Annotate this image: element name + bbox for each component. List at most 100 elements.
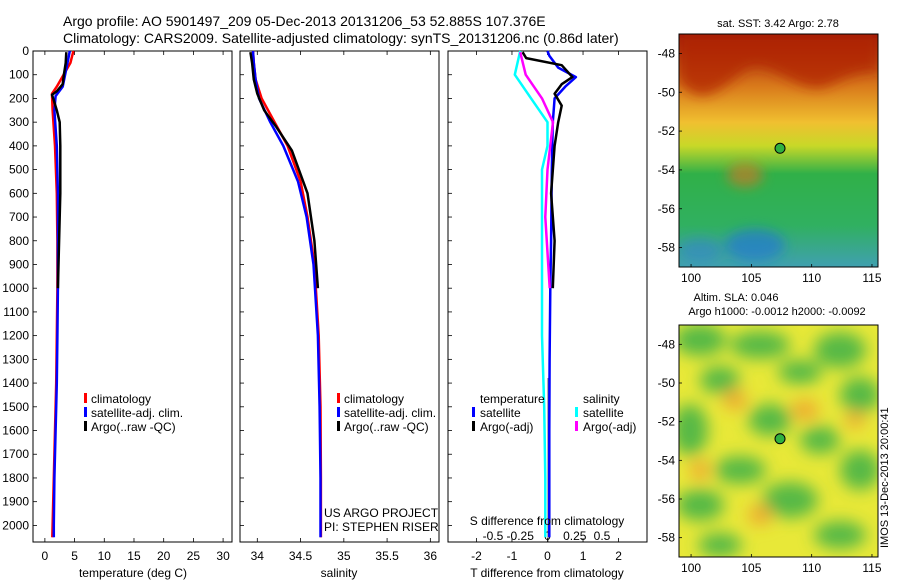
project-label: US ARGO PROJECT xyxy=(324,506,439,520)
s-tick-label: -0.25 xyxy=(507,529,535,543)
depth-tick-label: 1400 xyxy=(2,376,29,390)
difference-legend: temperature salinity satellite Argo(-adj… xyxy=(472,392,636,434)
salinity-panel: 34 34.5 35 35.5 36 salinity climatology sate… xyxy=(239,50,440,580)
legend-label-climatology: climatology xyxy=(344,392,404,406)
lat-tick-label: -58 xyxy=(658,241,676,255)
salinity-axis: 34 34.5 35 35.5 36 xyxy=(251,51,438,563)
sla-field-patch xyxy=(778,360,822,384)
x-tick-label: 35.5 xyxy=(375,549,399,563)
series-line-s-argo xyxy=(518,51,555,289)
series-line-s-satellite xyxy=(513,50,549,538)
sla-field-patch xyxy=(679,404,708,456)
sla-field-patch xyxy=(840,377,878,413)
sla-field-patch xyxy=(730,331,790,359)
depth-tick-label: 700 xyxy=(9,210,29,224)
series-line-t-satellite xyxy=(546,50,578,538)
sla-field-patch xyxy=(700,366,740,394)
s-tick-label: -0.5 xyxy=(483,529,504,543)
x-tick-label: 2 xyxy=(615,549,622,563)
lon-tick-label: 110 xyxy=(802,561,821,575)
depth-tick-label: 600 xyxy=(9,186,29,200)
depth-axis: 0 100 200 300 400 500 600 700 800 900 1000 1100 1200… xyxy=(2,44,37,532)
x-tick-label: 15 xyxy=(127,549,141,563)
depth-tick-label: 1000 xyxy=(2,281,29,295)
temperature-axis: 0 5 10 15 20 25 30 xyxy=(42,51,230,563)
sst-map-axes: 100 105 110 115 -48 -50 -52 -54 -56 -58 xyxy=(658,46,882,285)
legend-title-temperature: temperature xyxy=(480,392,545,406)
depth-tick-label: 200 xyxy=(9,91,29,105)
depth-axis xyxy=(240,50,244,526)
legend-label-t-satellite: satellite xyxy=(480,406,521,420)
depth-tick-label: 1100 xyxy=(3,305,29,319)
x-tick-label: 30 xyxy=(216,549,230,563)
s-tick-label: 0 xyxy=(544,529,551,543)
lat-tick-label: -52 xyxy=(658,415,676,429)
sla-field-patch xyxy=(679,489,724,521)
legend-label-s-argo: Argo(-adj) xyxy=(583,420,636,434)
legend-swatch-argo xyxy=(337,421,340,431)
temperature-panel: 0100200300400500600700800900100011001200… xyxy=(2,44,233,580)
sst-map-title: sat. SST: 3.42 Argo: 2.78 xyxy=(717,18,839,30)
sla-field-patch xyxy=(845,412,865,428)
argo-location-marker xyxy=(774,142,786,154)
salinity-legend: climatology satellite-adj. clim. Argo(..… xyxy=(337,392,436,434)
x-tick-label: -1 xyxy=(507,549,518,563)
sst-map-frame xyxy=(678,33,879,268)
sla-field-patch xyxy=(840,450,878,490)
series-line-t-argo xyxy=(521,51,574,289)
temperature-lines xyxy=(50,50,75,538)
lon-tick-label: 115 xyxy=(862,271,881,285)
sla-field-patch xyxy=(791,400,819,420)
sla-field-patch xyxy=(814,521,866,549)
sla-map-axes: 100 105 110 115 -48 -50 -52 -54 -56 -58 xyxy=(658,337,882,575)
lat-tick-label: -56 xyxy=(658,202,676,216)
series-line-argo xyxy=(50,52,68,289)
sla-field-patch xyxy=(698,533,742,557)
x-tick-label: 10 xyxy=(98,549,112,563)
lon-tick-label: 100 xyxy=(681,271,701,285)
depth-axis xyxy=(448,50,452,526)
sla-field-patch xyxy=(723,390,747,410)
x-tick-label: 34.5 xyxy=(289,549,313,563)
header-line-2: Climatology: CARS2009. Satellite-adjuste… xyxy=(63,30,619,46)
header-line-1: Argo profile: AO 5901497_209 05-Dec-2013… xyxy=(63,13,546,29)
legend-label-satellite: satellite-adj. clim. xyxy=(91,406,183,420)
lat-tick-label: -50 xyxy=(658,376,676,390)
legend-swatch-climatology xyxy=(337,393,340,403)
x-tick-label: 34 xyxy=(251,549,265,563)
x-tick-label: 25 xyxy=(187,549,201,563)
salinity-axis-label: salinity xyxy=(321,566,358,580)
sla-field-patch xyxy=(714,456,766,484)
series-line-satellite xyxy=(251,50,322,538)
depth-tick-label: 1200 xyxy=(2,329,29,343)
depth-tick-label: 500 xyxy=(9,163,29,177)
salinity-lines xyxy=(249,50,323,538)
x-tick-label: 35 xyxy=(337,549,351,563)
s-tick-label: 0.25 xyxy=(563,529,587,543)
salinity-plot-frame xyxy=(239,50,440,543)
legend-label-t-argo: Argo(-adj) xyxy=(480,420,533,434)
depth-tick-label: 1300 xyxy=(2,352,29,366)
sla-field-patch xyxy=(690,460,710,480)
legend-swatch-s-argo xyxy=(575,421,578,431)
temperature-axis-label: temperature (deg C) xyxy=(79,566,187,580)
difference-panel: -2 -1 0 1 2 -0.5 -0.25 0 0.25 0.5 T difference f… xyxy=(447,50,648,580)
temperature-plot-frame xyxy=(32,50,233,543)
legend-title-salinity: salinity xyxy=(583,392,620,406)
lat-tick-label: -48 xyxy=(658,46,676,60)
lon-tick-label: 110 xyxy=(802,271,821,285)
legend-swatch-t-argo xyxy=(472,421,475,431)
sla-map-panel: Altim. SLA: 0.046 Argo h1000: -0.0012 h2… xyxy=(658,292,882,575)
depth-tick-label: 2000 xyxy=(2,518,29,532)
lat-tick-label: -52 xyxy=(658,124,676,138)
sla-map-frame xyxy=(678,324,879,558)
x-tick-label: 36 xyxy=(424,549,438,563)
lat-tick-label: -54 xyxy=(658,163,676,177)
depth-tick-label: 100 xyxy=(9,68,29,82)
sst-warm-front xyxy=(679,34,878,96)
x-tick-label: -2 xyxy=(471,549,482,563)
depth-tick-label: 1700 xyxy=(2,447,29,461)
legend-swatch-s-satellite xyxy=(575,407,578,417)
x-tick-label: 0 xyxy=(544,549,551,563)
